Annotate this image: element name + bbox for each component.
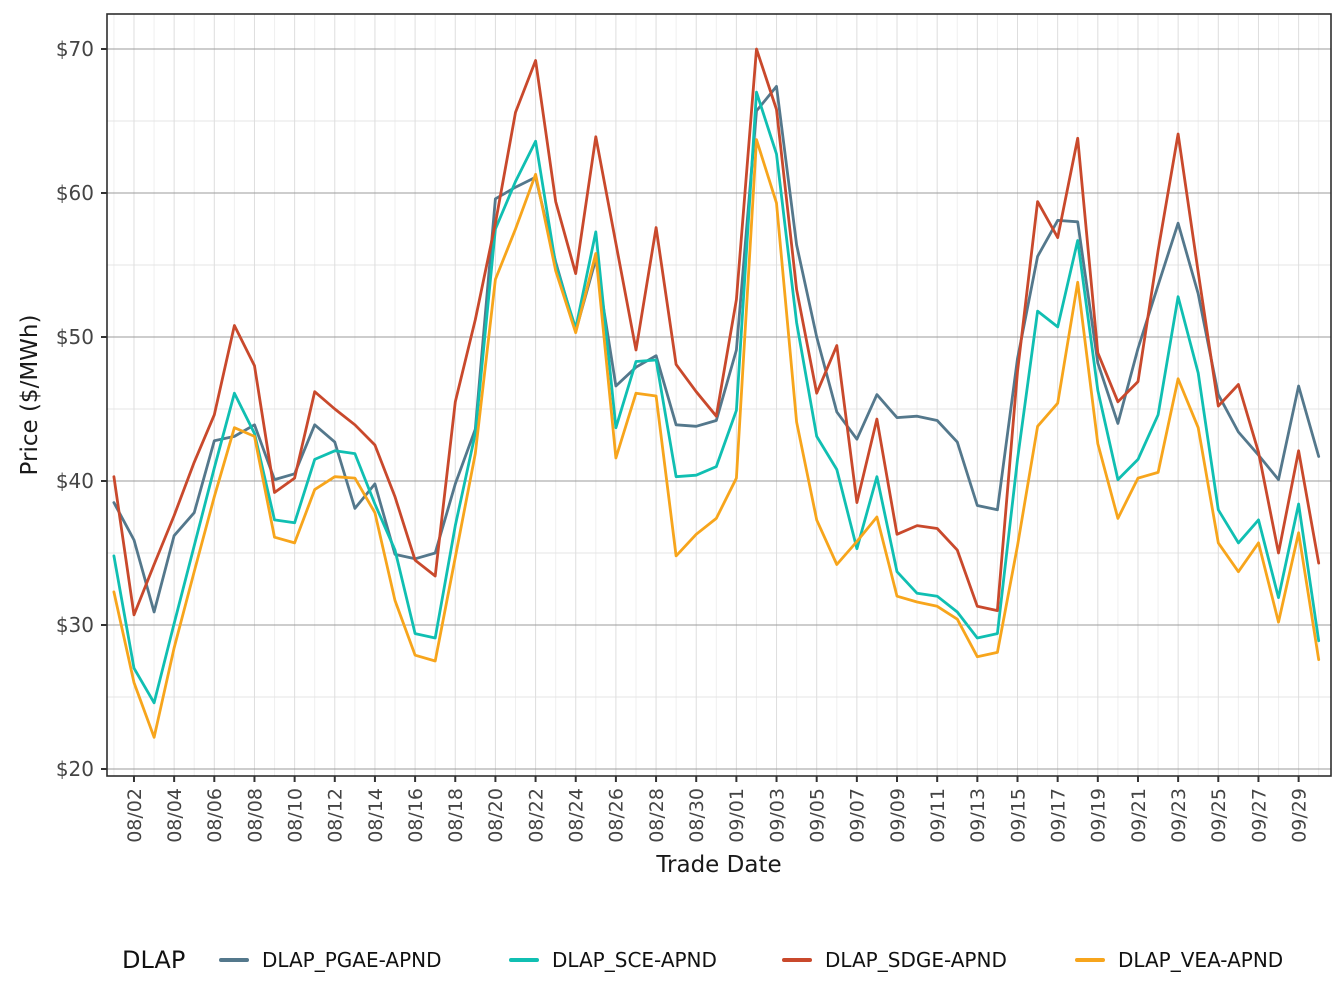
x-tick-label: 08/28 bbox=[646, 788, 668, 843]
legend-title: DLAP bbox=[122, 946, 186, 974]
x-tick-label: 08/14 bbox=[365, 788, 387, 843]
x-tick-label: 09/07 bbox=[847, 788, 869, 843]
y-tick-label: $70 bbox=[56, 37, 94, 61]
x-tick-label: 08/10 bbox=[284, 788, 306, 843]
x-tick-label: 09/03 bbox=[766, 788, 788, 843]
axis-ticks: 08/02 08/04 08/06 08/08 08/10 08/12 08/14 08/16… bbox=[56, 37, 1311, 843]
x-tick-label: 08/02 bbox=[124, 788, 146, 843]
x-tick-label: 09/05 bbox=[807, 788, 829, 843]
x-tick-label: 08/08 bbox=[244, 788, 266, 843]
x-tick-label: 09/01 bbox=[726, 788, 748, 843]
x-tick-label: 09/09 bbox=[887, 788, 909, 843]
y-tick-label: $60 bbox=[56, 181, 94, 205]
legend-item: DLAP_SDGE-APND bbox=[782, 948, 1007, 972]
x-tick-label: 09/17 bbox=[1048, 788, 1070, 843]
x-tick-label: 09/11 bbox=[927, 788, 949, 843]
legend-item-label: DLAP_SDGE-APND bbox=[825, 948, 1007, 972]
y-tick-label: $50 bbox=[56, 325, 94, 349]
legend-item: DLAP_SCE-APND bbox=[509, 948, 717, 972]
legend-key-line bbox=[509, 958, 539, 962]
x-tick-label: 09/15 bbox=[1007, 788, 1029, 843]
series-line-DLAP_SCE-APND bbox=[112, 90, 1321, 705]
y-tick-label: $40 bbox=[56, 469, 94, 493]
legend-key-line bbox=[1075, 958, 1105, 962]
legend-item: DLAP_PGAE-APND bbox=[219, 948, 442, 972]
x-tick-label: 08/18 bbox=[445, 788, 467, 843]
series-line-DLAP_VEA-APND bbox=[112, 138, 1321, 739]
x-tick-label: 09/21 bbox=[1128, 788, 1150, 843]
x-axis-title: Trade Date bbox=[656, 852, 782, 878]
x-tick-label: 09/23 bbox=[1168, 788, 1190, 843]
x-tick-label: 08/20 bbox=[485, 788, 507, 843]
legend: DLAP DLAP_PGAE-APND DLAP_SCE-APND DLAP_SDG… bbox=[0, 938, 1344, 984]
x-tick-label: 08/06 bbox=[204, 788, 226, 843]
x-tick-label: 09/13 bbox=[967, 788, 989, 843]
x-tick-label: 09/25 bbox=[1208, 788, 1230, 843]
series-lines bbox=[112, 47, 1321, 739]
x-tick-label: 08/24 bbox=[566, 788, 588, 843]
legend-key-line bbox=[219, 958, 249, 962]
x-tick-label: 08/12 bbox=[325, 788, 347, 843]
x-tick-label: 08/30 bbox=[686, 788, 708, 843]
x-tick-label: 08/16 bbox=[405, 788, 427, 843]
y-tick-label: $30 bbox=[56, 613, 94, 637]
y-axis-title: Price ($/MWh) bbox=[17, 314, 43, 476]
series-line-DLAP_PGAE-APND bbox=[112, 85, 1321, 614]
legend-item-label: DLAP_PGAE-APND bbox=[262, 948, 442, 972]
y-tick-label: $20 bbox=[56, 757, 94, 781]
x-tick-label: 09/27 bbox=[1248, 788, 1270, 843]
x-tick-label: 08/26 bbox=[606, 788, 628, 843]
x-tick-label: 09/29 bbox=[1288, 788, 1310, 843]
legend-item-label: DLAP_VEA-APND bbox=[1118, 948, 1284, 972]
x-tick-label: 08/22 bbox=[525, 788, 547, 843]
panel-border bbox=[106, 13, 1332, 777]
series-line-DLAP_SDGE-APND bbox=[112, 47, 1321, 617]
x-tick-label: 08/04 bbox=[164, 788, 186, 843]
x-tick-label: 09/19 bbox=[1088, 788, 1110, 843]
legend-key-line bbox=[782, 958, 812, 962]
legend-item: DLAP_VEA-APND bbox=[1075, 948, 1283, 972]
legend-item-label: DLAP_SCE-APND bbox=[552, 948, 717, 972]
